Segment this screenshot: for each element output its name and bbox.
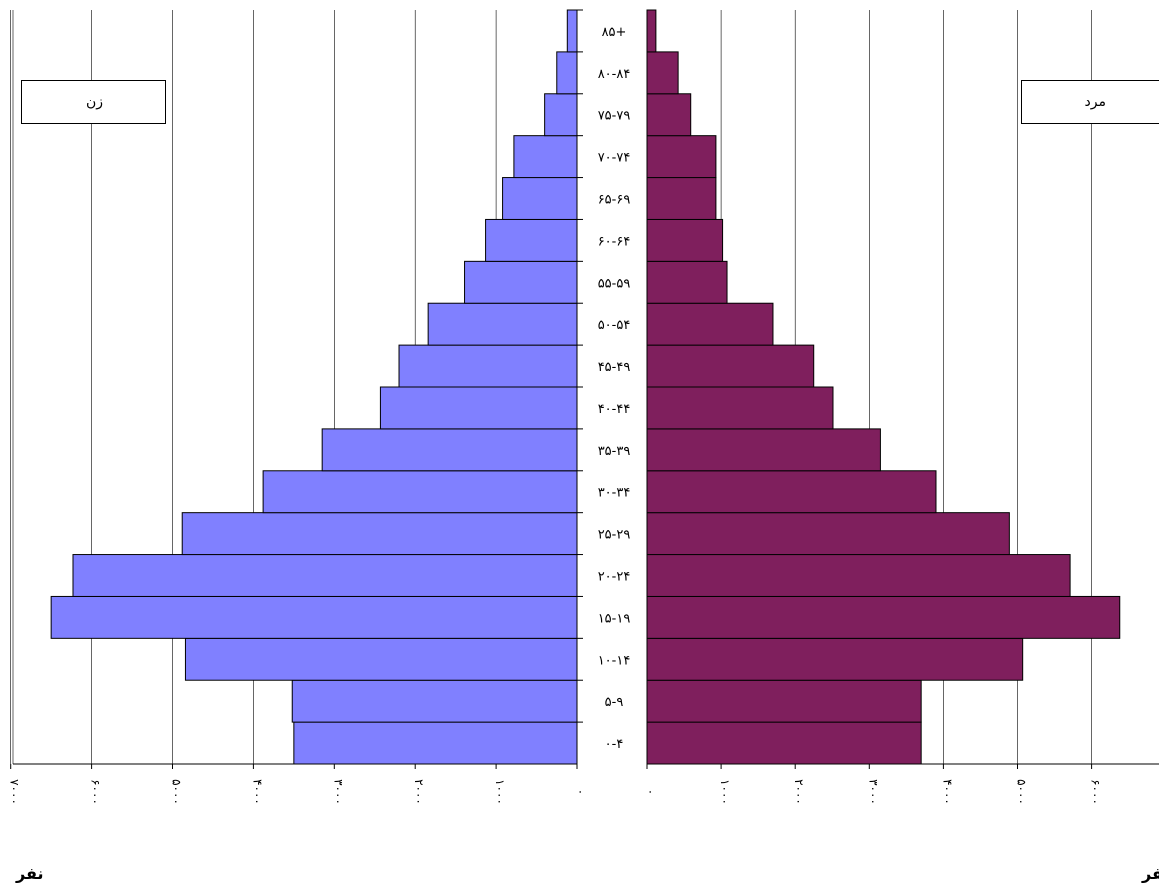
bar-female [181, 512, 578, 556]
category-label: ۵-۹ [605, 695, 624, 710]
bar-male [646, 177, 717, 220]
category-label: ۳۵-۳۹ [598, 444, 631, 459]
bar-female [291, 679, 578, 723]
bar-female [556, 51, 578, 95]
category-label: ۴۰-۴۴ [598, 402, 631, 417]
bar-female [513, 135, 578, 179]
bar-female [502, 177, 578, 220]
right-tick-label: ۶۰۰۰ [1089, 779, 1103, 805]
bar-female [72, 554, 578, 597]
bar-male [646, 386, 834, 430]
right-tick-label: ۰ [644, 789, 658, 795]
category-label: ۷۰-۷۴ [598, 151, 631, 166]
category-label: ۱۵-۱۹ [598, 611, 631, 626]
bar-male [646, 554, 1071, 597]
category-label: ۰-۴ [605, 737, 624, 752]
category-label: ۸۰-۸۴ [598, 67, 631, 82]
bar-female [398, 344, 578, 388]
bar-male [646, 260, 728, 304]
left-tick-label: ۷۰۰۰ [8, 779, 22, 805]
left-tick-label: ۳۰۰۰ [331, 779, 345, 805]
category-label: ۱۰-۱۴ [598, 653, 631, 668]
left-tick-label: ۶۰۰۰ [89, 779, 103, 805]
bar-female [50, 595, 578, 639]
left-tick-label: ۴۰۰۰ [250, 779, 264, 805]
left-tick-label: ۰ [574, 789, 588, 795]
bar-male [646, 218, 724, 262]
bar-male [646, 428, 881, 472]
bar-male [646, 93, 692, 137]
left-tick-label: ۲۰۰۰ [412, 779, 426, 805]
bar-male [646, 135, 717, 179]
bar-female [544, 93, 578, 137]
category-label: ۳۰-۳۴ [598, 486, 631, 501]
bars-layer [50, 9, 1121, 765]
bar-female [427, 302, 578, 346]
bar-male [646, 637, 1024, 681]
category-label: ۴۵-۴۹ [598, 360, 631, 375]
unit-label-right: نفر [1142, 864, 1159, 883]
category-label: ۸۵+ [602, 25, 627, 40]
legend-female: زن [21, 80, 166, 124]
bar-female [262, 470, 578, 514]
bar-female [321, 428, 578, 472]
bar-female [184, 637, 578, 681]
category-label: ۵۵-۵۹ [598, 276, 631, 291]
labels-layer: ۰ ۱۰۰۰ ۲۰۰۰ ۳۰۰۰ ۴۰۰۰ ۵۰۰۰ ۶۰۰۰ ۷۰۰۰ ۰ ۱۰۰۰ ۲۰۰۰ ۳۰… [8, 25, 1103, 805]
category-label: ۶۰-۶۴ [598, 234, 631, 249]
legend-male: مرد [1021, 80, 1159, 124]
category-label: ۲۵-۲۹ [598, 528, 631, 543]
bar-male [646, 344, 815, 388]
bar-male [646, 595, 1121, 639]
right-tick-label: ۲۰۰۰ [792, 779, 806, 805]
bar-female [379, 386, 578, 430]
right-tick-label: ۴۰۰۰ [940, 779, 954, 805]
category-label: ۵۰-۵۴ [598, 318, 631, 333]
left-tick-label: ۱۰۰۰ [493, 779, 507, 805]
bar-male [646, 721, 922, 765]
left-tick-label: ۵۰۰۰ [170, 779, 184, 805]
bar-male [646, 470, 937, 514]
legend-male-label: مرد [1084, 94, 1106, 110]
bar-male [646, 9, 657, 53]
unit-label-left: نفر [16, 864, 44, 883]
bar-male [646, 51, 679, 95]
bar-male [646, 302, 774, 346]
bar-female [485, 218, 578, 262]
category-label: ۶۵-۶۹ [598, 193, 631, 208]
bar-female [293, 721, 578, 765]
right-tick-label: ۵۰۰۰ [1015, 779, 1029, 805]
right-tick-label: ۱۰۰۰ [718, 779, 732, 805]
legend-female-label: زن [85, 94, 103, 110]
category-label: ۲۰-۲۴ [598, 570, 631, 585]
bar-male [646, 679, 922, 723]
bar-female [566, 9, 578, 53]
category-label: ۷۵-۷۹ [598, 109, 631, 124]
right-tick-label: ۳۰۰۰ [866, 779, 880, 805]
bar-female [464, 260, 578, 304]
bar-male [646, 512, 1010, 556]
